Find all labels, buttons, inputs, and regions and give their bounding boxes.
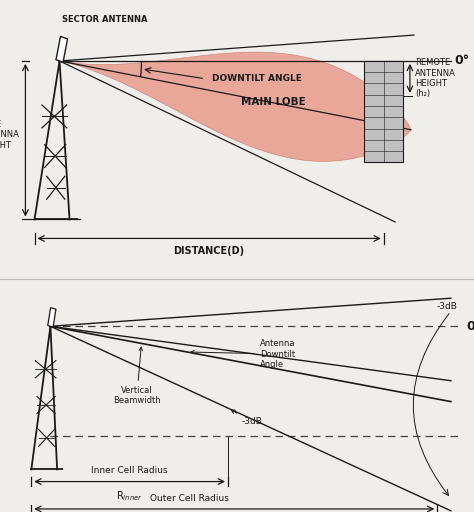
Text: Antenna
Downtilt
Angle: Antenna Downtilt Angle: [191, 339, 295, 369]
Text: 0°: 0°: [467, 320, 474, 333]
Polygon shape: [60, 52, 411, 161]
Text: DOWNTILT ANGLE: DOWNTILT ANGLE: [212, 74, 302, 83]
Text: -3dB: -3dB: [437, 302, 458, 311]
Text: Outer Cell Radius: Outer Cell Radius: [150, 494, 229, 503]
Text: Vertical
Beamwidth: Vertical Beamwidth: [113, 347, 161, 406]
Text: R$_{inner}$: R$_{inner}$: [116, 489, 143, 503]
Text: -3dB: -3dB: [231, 410, 263, 426]
Bar: [365, 61, 403, 162]
Text: SECTOR ANTENNA: SECTOR ANTENNA: [62, 15, 147, 24]
Text: BASE
ANTENNA
HEIGHT
(h₁): BASE ANTENNA HEIGHT (h₁): [0, 120, 20, 160]
Bar: [56, 36, 67, 62]
Text: Inner Cell Radius: Inner Cell Radius: [91, 466, 168, 476]
Bar: [48, 308, 56, 327]
Text: MAIN LOBE: MAIN LOBE: [241, 97, 306, 107]
Text: DISTANCE(D): DISTANCE(D): [173, 246, 245, 256]
Text: REMOTE
ANTENNA
HEIGHT
(h₂): REMOTE ANTENNA HEIGHT (h₂): [415, 58, 456, 98]
Text: 0°: 0°: [455, 54, 470, 68]
